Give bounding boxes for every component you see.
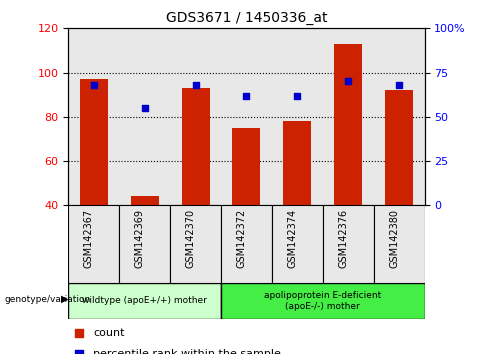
Bar xyxy=(68,283,221,319)
Point xyxy=(340,244,347,250)
Text: GSM142376: GSM142376 xyxy=(338,209,348,268)
Text: GSM142374: GSM142374 xyxy=(287,209,297,268)
Bar xyxy=(68,205,119,283)
Bar xyxy=(374,28,425,205)
Text: apolipoprotein E-deficient
(apoE-/-) mother: apolipoprotein E-deficient (apoE-/-) mot… xyxy=(264,291,382,310)
Bar xyxy=(221,28,272,205)
Text: GSM142367: GSM142367 xyxy=(84,209,94,268)
Point xyxy=(340,51,347,57)
Point xyxy=(141,105,148,111)
Point xyxy=(395,82,403,88)
Bar xyxy=(68,28,119,205)
Bar xyxy=(221,205,272,283)
Point xyxy=(243,93,250,98)
Text: count: count xyxy=(93,328,125,338)
Bar xyxy=(334,44,362,205)
Bar xyxy=(131,196,159,205)
Bar xyxy=(323,205,374,283)
Bar xyxy=(323,28,374,205)
Text: GSM142380: GSM142380 xyxy=(389,209,399,268)
Point xyxy=(192,82,200,88)
Bar xyxy=(170,28,221,205)
Text: percentile rank within the sample: percentile rank within the sample xyxy=(93,349,281,354)
Bar xyxy=(80,79,108,205)
Point xyxy=(345,79,352,84)
Text: GSM142369: GSM142369 xyxy=(135,209,144,268)
Bar xyxy=(272,28,323,205)
Bar xyxy=(272,205,323,283)
Title: GDS3671 / 1450336_at: GDS3671 / 1450336_at xyxy=(166,11,327,24)
Bar xyxy=(119,28,170,205)
Bar xyxy=(232,128,261,205)
Point xyxy=(90,82,98,88)
Text: genotype/variation: genotype/variation xyxy=(5,295,91,304)
Text: GSM142370: GSM142370 xyxy=(185,209,196,268)
Bar xyxy=(119,205,170,283)
Text: wildtype (apoE+/+) mother: wildtype (apoE+/+) mother xyxy=(82,296,207,306)
Text: GSM142372: GSM142372 xyxy=(237,209,246,268)
Bar xyxy=(221,283,425,319)
Bar xyxy=(374,205,425,283)
Text: ▶: ▶ xyxy=(61,294,68,304)
Bar xyxy=(170,205,221,283)
Bar xyxy=(385,90,413,205)
Bar xyxy=(284,121,311,205)
Point xyxy=(293,93,301,98)
Bar xyxy=(182,88,209,205)
